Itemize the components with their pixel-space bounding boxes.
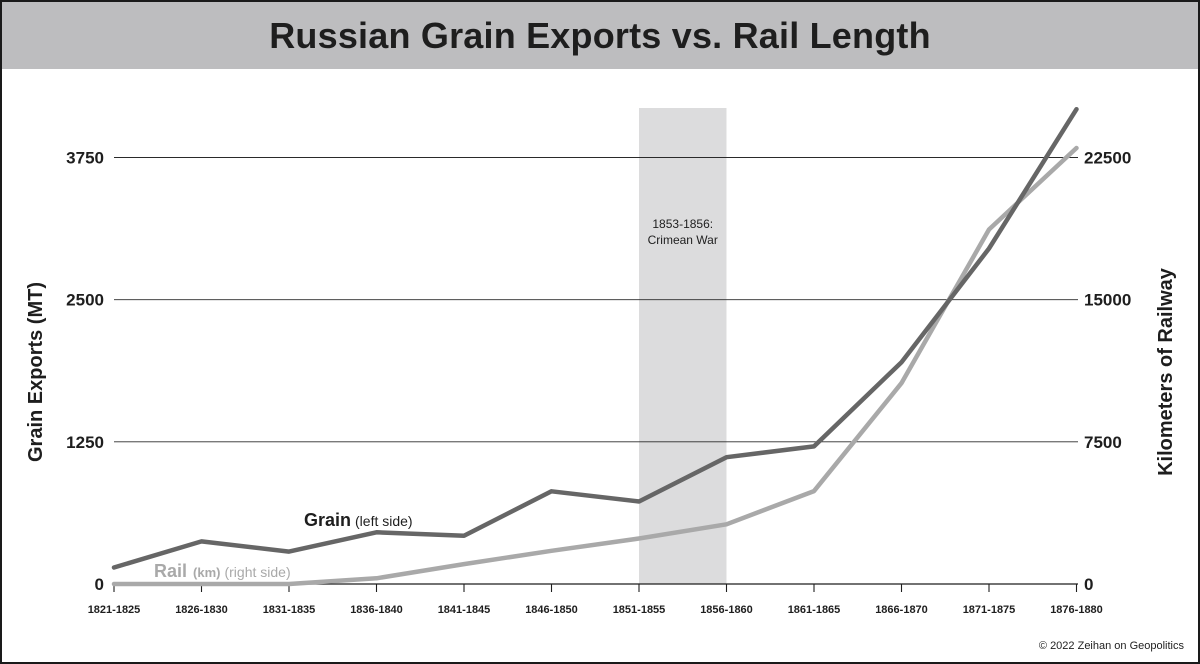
series-label-rail: Rail (km) (right side)	[154, 561, 291, 581]
series-line-rail	[111, 145, 1079, 587]
x-tick-label: 1831-1835	[263, 604, 316, 616]
chart-title: Russian Grain Exports vs. Rail Length	[269, 15, 931, 56]
y-left-tick-label: 0	[95, 575, 104, 594]
y-right-tick-label: 15000	[1084, 291, 1131, 310]
y-left-tick-label: 3750	[66, 149, 104, 168]
y-right-axis-title: Kilometers of Railway	[1155, 267, 1177, 476]
x-tick-label: 1861-1865	[788, 604, 841, 616]
x-tick-label: 1821-1825	[88, 604, 141, 616]
x-tick-label: 1841-1845	[438, 604, 491, 616]
x-tick-label: 1876-1880	[1050, 604, 1103, 616]
x-tick-label: 1846-1850	[525, 604, 578, 616]
annotation-label: Crimean War	[648, 233, 718, 247]
x-tick-label: 1836-1840	[350, 604, 403, 616]
crimean-war-band	[639, 108, 727, 584]
x-tick-label: 1856-1860	[700, 604, 753, 616]
y-right-tick-label: 7500	[1084, 433, 1122, 452]
x-tick-label: 1871-1875	[963, 604, 1016, 616]
x-tick-label: 1826-1830	[175, 604, 228, 616]
title-banner: Russian Grain Exports vs. Rail Length	[2, 2, 1198, 69]
y-left-tick-label: 1250	[66, 433, 104, 452]
copyright-credit: © 2022 Zeihan on Geopolitics	[1038, 640, 1184, 652]
y-right-tick-label: 0	[1084, 575, 1093, 594]
y-right-tick-label: 22500	[1084, 149, 1131, 168]
annotation-label: 1853-1856:	[652, 217, 713, 231]
x-tick-label: 1851-1855	[613, 604, 666, 616]
series-label-grain: Grain (left side)	[304, 510, 413, 530]
y-left-axis-title: Grain Exports (MT)	[25, 282, 47, 462]
series-line-grain	[111, 106, 1079, 570]
x-tick-label: 1866-1870	[875, 604, 928, 616]
y-left-tick-label: 2500	[66, 291, 104, 310]
